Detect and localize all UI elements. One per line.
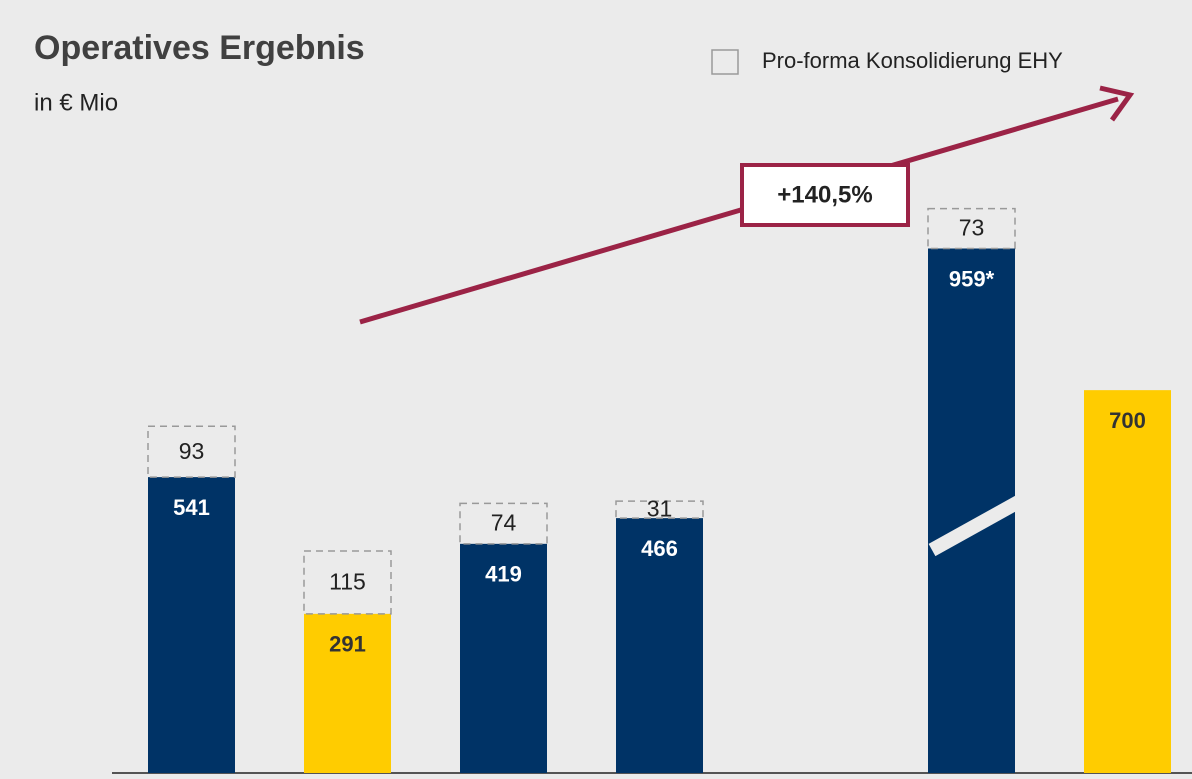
annotation-box — [740, 163, 910, 227]
pro-forma-label: 73 — [959, 215, 985, 241]
pro-forma-segment — [615, 500, 704, 519]
growth-arrow — [359, 96, 1119, 325]
annotation: +140,5% — [777, 181, 872, 208]
pro-forma-label: 115 — [329, 568, 366, 594]
pro-forma-label: 74 — [491, 510, 517, 536]
bar — [460, 543, 547, 773]
axis-break — [928, 493, 1026, 557]
chart-subtitle: in € Mio — [34, 89, 118, 116]
value-label: 700 — [1109, 408, 1146, 433]
pro-forma-segment — [303, 550, 392, 615]
value-label: 291 — [329, 632, 366, 657]
value-label: 466 — [641, 536, 678, 561]
legend-swatch — [711, 49, 739, 75]
pro-forma-label: 93 — [179, 438, 205, 464]
bar — [148, 477, 235, 773]
pro-forma-label: 31 — [647, 496, 673, 522]
bar — [304, 613, 391, 773]
bar — [616, 518, 703, 773]
arrow-head — [1099, 85, 1135, 122]
pro-forma-segment — [459, 502, 548, 545]
value-label: 541 — [173, 495, 210, 520]
pro-forma-segment — [927, 207, 1016, 250]
legend-label: Pro-forma Konsolidierung EHY — [762, 48, 1063, 73]
value-label: 959* — [949, 266, 995, 291]
bar — [1084, 390, 1171, 773]
value-label: 419 — [485, 562, 522, 587]
pro-forma-segment — [147, 425, 236, 478]
chart-title: Operatives Ergebnis — [34, 29, 365, 67]
